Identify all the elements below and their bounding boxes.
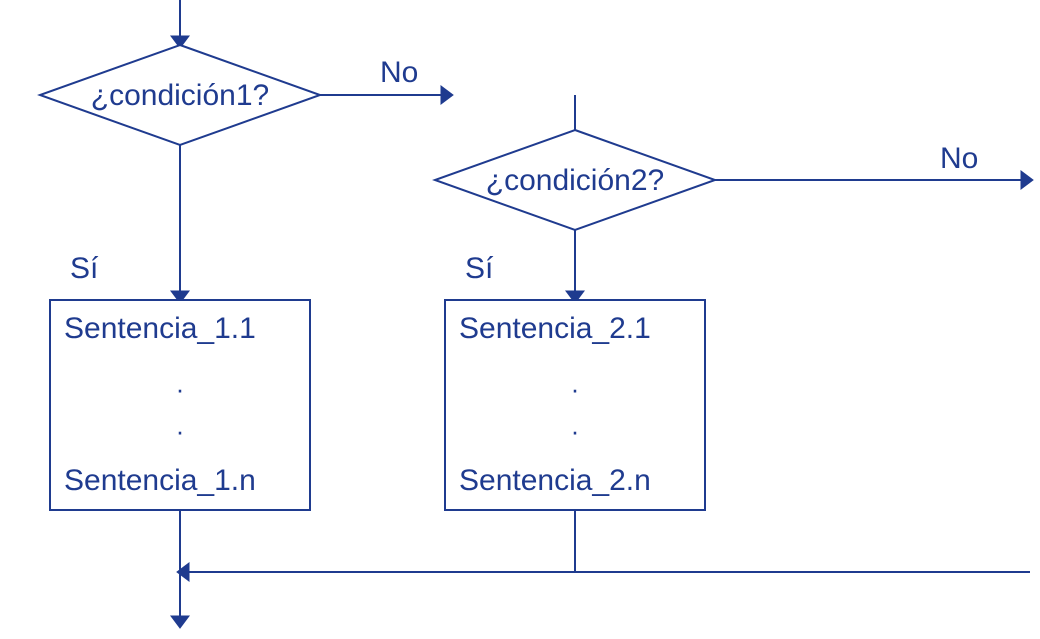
arrowhead (441, 86, 453, 104)
edge-b2_merge (180, 510, 575, 572)
process-line-block2-3: Sentencia_2.n (459, 464, 651, 497)
arrowhead (171, 616, 189, 628)
process-line-block1-0: Sentencia_1.1 (64, 312, 256, 345)
nodes: ¿condición1? ¿condición2? Sentencia_1.1.. S… (40, 45, 715, 510)
process-line-block1-3: Sentencia_1.n (64, 464, 256, 497)
process-line-block2-2: . (571, 410, 578, 440)
process-line-block2-1: . (571, 368, 578, 398)
branch-label-yes1: Sí (70, 252, 99, 285)
process-line-block2-0: Sentencia_2.1 (459, 312, 651, 345)
branch-label-no2: No (940, 142, 978, 175)
arrowhead (177, 563, 189, 581)
arrowhead (1021, 171, 1033, 189)
flowchart-canvas: ¿condición1? ¿condición2? Sentencia_1.1.. S… (0, 0, 1040, 639)
process-line-block1-2: . (176, 410, 183, 440)
branch-label-yes2: Sí (465, 252, 494, 285)
process-line-block1-1: . (176, 368, 183, 398)
decision-label-decision2: ¿condición2? (486, 164, 664, 197)
branch-label-no1: No (380, 56, 418, 89)
decision-label-decision1: ¿condición1? (91, 79, 269, 112)
